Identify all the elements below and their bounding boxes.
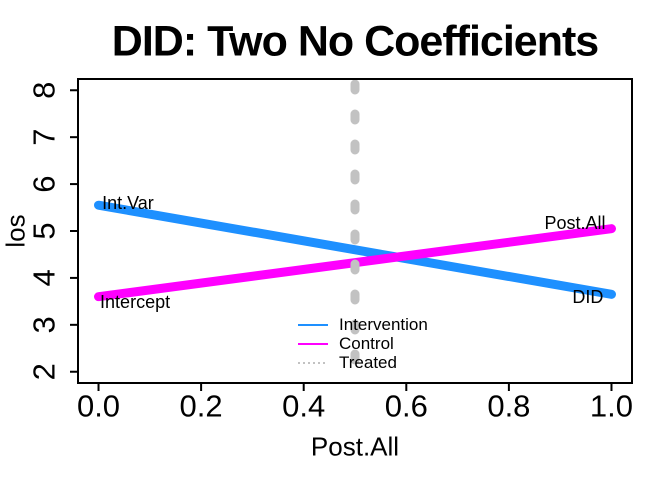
legend-line-control-icon xyxy=(298,342,328,345)
legend-line-treated-icon xyxy=(298,361,328,364)
series-line-intervention xyxy=(94,200,616,299)
x-axis-label: Post.All xyxy=(310,431,400,462)
y-axis-label: los xyxy=(0,214,31,248)
annotation-did: DID xyxy=(572,287,603,307)
legend-label: Control xyxy=(339,334,394,353)
y-tick-label: 2 xyxy=(27,363,62,380)
x-tick-label: 0.4 xyxy=(282,389,325,424)
y-tick-label: 3 xyxy=(27,316,62,333)
y-tick-label: 5 xyxy=(27,222,62,239)
x-tick-label: 1.0 xyxy=(590,389,633,424)
plot-title: DID: Two No Coefficients xyxy=(111,17,599,66)
legend-label: Intervention xyxy=(339,315,428,334)
legend-item-intervention: Intervention xyxy=(298,315,428,334)
y-tick-label: 6 xyxy=(27,175,62,192)
legend-item-control: Control xyxy=(298,334,428,353)
legend-item-treated: Treated xyxy=(298,353,428,372)
annotation-intercept: Intercept xyxy=(100,292,170,312)
x-tick-label: 0.0 xyxy=(77,389,120,424)
x-tick-label: 0.6 xyxy=(385,389,428,424)
x-tick-label: 0.8 xyxy=(487,389,530,424)
y-tick-label: 4 xyxy=(27,269,62,286)
plot-box xyxy=(77,78,633,384)
y-tick-label: 7 xyxy=(27,129,62,146)
annotation-int-var: Int.Var xyxy=(102,193,154,213)
legend-label: Treated xyxy=(339,353,397,372)
legend: Intervention Control Treated xyxy=(298,315,428,372)
y-tick-label: 8 xyxy=(27,82,62,99)
annotation-post-all: Post.All xyxy=(545,213,606,233)
x-tick-label: 0.2 xyxy=(180,389,223,424)
legend-line-intervention-icon xyxy=(298,323,328,326)
